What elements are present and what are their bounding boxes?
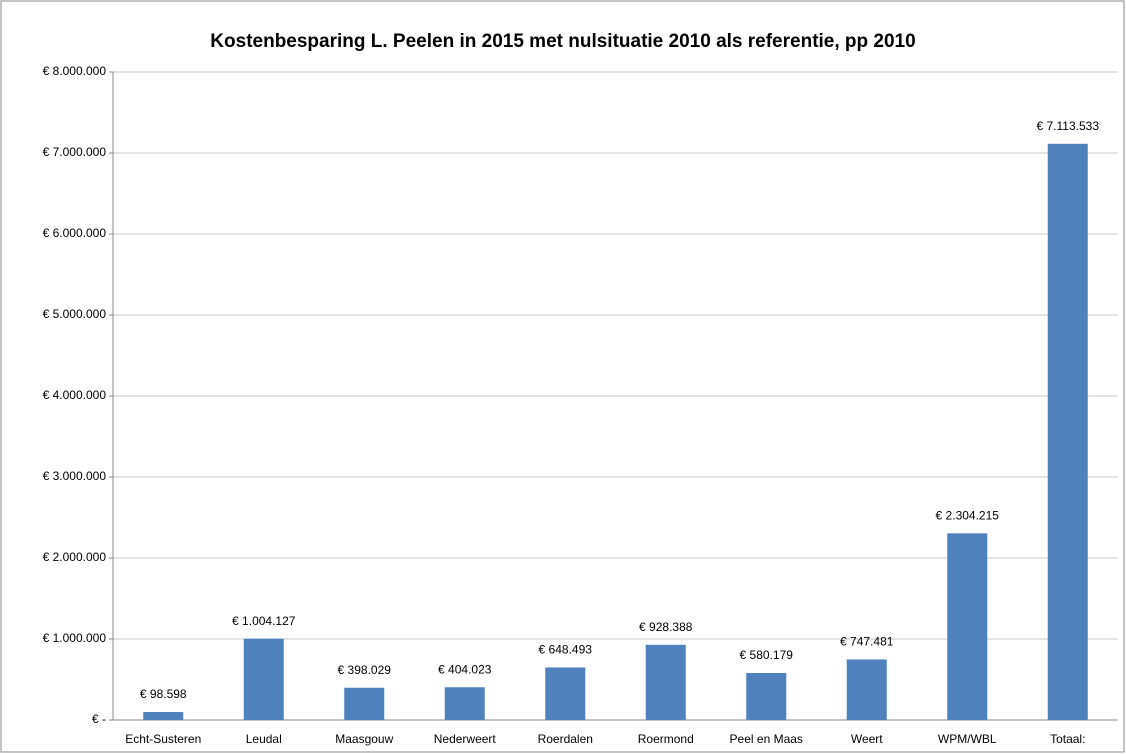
y-tick-label: € 4.000.000 [43, 388, 107, 402]
chart-title: Kostenbesparing L. Peelen in 2015 met nu… [210, 31, 915, 52]
data-label: € 98.598 [140, 687, 187, 701]
bar [444, 687, 485, 720]
data-label: € 398.029 [338, 663, 392, 677]
bar [746, 673, 787, 720]
x-tick-label: Nederweert [434, 732, 497, 746]
bar [243, 638, 284, 720]
data-label: € 7.113.533 [1036, 119, 1099, 133]
x-tick-label: Roerdalen [538, 732, 593, 746]
y-tick-label: € 8.000.000 [43, 64, 107, 78]
y-tick-label: € 1.000.000 [43, 631, 107, 645]
x-tick-label: Peel en Maas [730, 732, 803, 746]
y-tick-label: € 2.000.000 [43, 550, 107, 564]
y-tick-label: € 5.000.000 [43, 307, 107, 321]
x-tick-label: Maasgouw [335, 732, 393, 746]
x-tick-label: Roermond [638, 732, 694, 746]
y-tick-label: € 3.000.000 [43, 469, 107, 483]
x-tick-label: Leudal [246, 732, 282, 746]
bar [645, 644, 686, 720]
data-label: € 580.179 [740, 648, 794, 662]
x-tick-label: Echt-Susteren [125, 732, 201, 746]
bar [545, 667, 586, 720]
bar [1047, 143, 1088, 720]
data-label: € 928.388 [639, 620, 693, 634]
bar [947, 533, 988, 720]
x-tick-label: Weert [851, 732, 883, 746]
data-label: € 648.493 [539, 643, 593, 657]
y-tick-label: € 7.000.000 [43, 145, 107, 159]
bar [344, 687, 385, 720]
bar [846, 659, 887, 720]
data-label: € 2.304.215 [936, 509, 1000, 523]
x-tick-label: WPM/WBL [938, 732, 997, 746]
y-tick-label: € - [92, 712, 106, 726]
data-label: € 404.023 [438, 662, 492, 676]
data-label: € 1.004.127 [232, 614, 296, 628]
x-tick-label: Totaal: [1050, 732, 1085, 746]
data-label: € 747.481 [840, 635, 894, 649]
y-tick-label: € 6.000.000 [43, 226, 107, 240]
bar [143, 712, 184, 720]
